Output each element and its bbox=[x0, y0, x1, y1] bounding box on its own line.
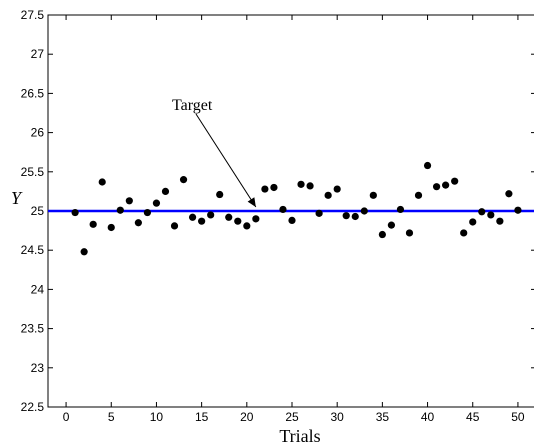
data-point bbox=[116, 206, 124, 214]
data-point bbox=[405, 229, 414, 237]
data-point bbox=[414, 191, 423, 199]
y-tick-label: 25 bbox=[31, 204, 45, 218]
data-point bbox=[288, 216, 296, 225]
y-tick-label: 22.5 bbox=[21, 400, 45, 414]
data-point bbox=[188, 213, 197, 221]
data-point bbox=[396, 205, 405, 214]
data-point bbox=[315, 209, 323, 217]
data-point bbox=[333, 185, 341, 193]
data-point bbox=[451, 177, 459, 185]
x-tick-label: 0 bbox=[63, 410, 70, 424]
y-tick-label: 26.5 bbox=[21, 86, 45, 100]
data-point bbox=[460, 229, 468, 237]
annotation-label: Target bbox=[172, 97, 213, 114]
data-point bbox=[432, 183, 441, 191]
x-tick-label: 5 bbox=[108, 410, 115, 424]
data-point bbox=[179, 176, 188, 184]
y-tick-label: 26 bbox=[31, 126, 45, 140]
x-tick-label: 30 bbox=[331, 410, 345, 424]
x-tick-label: 40 bbox=[421, 410, 435, 424]
y-tick-label: 23.5 bbox=[21, 322, 45, 336]
annotation-arrow-head bbox=[247, 197, 256, 207]
data-point bbox=[71, 208, 79, 217]
y-tick-label: 23 bbox=[31, 361, 45, 375]
data-point bbox=[487, 211, 495, 219]
data-point bbox=[225, 213, 233, 221]
y-tick-label: 24.5 bbox=[21, 243, 45, 257]
data-point bbox=[360, 207, 368, 215]
x-axis-label: Trials bbox=[279, 426, 320, 446]
data-point bbox=[252, 215, 260, 223]
data-point bbox=[496, 217, 504, 225]
data-point bbox=[270, 183, 278, 192]
data-point bbox=[387, 221, 396, 229]
data-point bbox=[378, 230, 386, 239]
data-point bbox=[207, 211, 215, 219]
data-point bbox=[134, 219, 142, 227]
data-point bbox=[369, 191, 377, 199]
y-tick-label: 27 bbox=[31, 47, 45, 61]
data-point bbox=[125, 197, 133, 205]
target-annotation: Target bbox=[172, 97, 257, 208]
data-point bbox=[324, 191, 332, 199]
data-point bbox=[198, 217, 206, 225]
data-points bbox=[71, 161, 522, 256]
data-point bbox=[469, 218, 477, 226]
data-point bbox=[89, 220, 97, 228]
x-tick-label: 15 bbox=[195, 410, 209, 424]
y-tick-label: 25.5 bbox=[21, 165, 45, 179]
data-point bbox=[514, 206, 522, 214]
data-point bbox=[152, 199, 161, 207]
data-point bbox=[161, 187, 170, 195]
y-axis-label: Y bbox=[11, 188, 23, 208]
data-point bbox=[98, 178, 106, 186]
data-point bbox=[243, 222, 251, 230]
x-tick-label: 20 bbox=[240, 410, 254, 424]
y-tick-label: 27.5 bbox=[21, 8, 45, 22]
data-point bbox=[423, 161, 432, 170]
data-point bbox=[143, 208, 152, 217]
data-point bbox=[234, 217, 242, 225]
annotation-arrow bbox=[195, 113, 257, 208]
y-axis-ticks: 22.5 23 23.5 24 24.5 25 25.5 26 26.5 27 27.5 bbox=[21, 8, 534, 414]
data-point bbox=[170, 222, 179, 230]
data-point bbox=[216, 190, 224, 199]
x-tick-label: 50 bbox=[511, 410, 525, 424]
data-point bbox=[297, 180, 305, 188]
data-point bbox=[306, 182, 314, 190]
x-tick-label: 10 bbox=[150, 410, 164, 424]
data-point bbox=[279, 205, 287, 214]
x-tick-label: 25 bbox=[285, 410, 299, 424]
data-point bbox=[478, 208, 486, 216]
data-point bbox=[80, 248, 88, 256]
data-point bbox=[107, 223, 115, 232]
data-point bbox=[342, 212, 350, 220]
data-point bbox=[442, 181, 450, 189]
x-axis-ticks: 0 5 10 15 20 25 30 35 40 45 50 bbox=[63, 15, 525, 424]
y-tick-label: 24 bbox=[31, 282, 45, 296]
x-tick-label: 35 bbox=[376, 410, 390, 424]
data-point bbox=[505, 190, 513, 198]
data-point bbox=[351, 212, 359, 221]
data-point bbox=[261, 185, 269, 193]
x-tick-label: 45 bbox=[466, 410, 480, 424]
